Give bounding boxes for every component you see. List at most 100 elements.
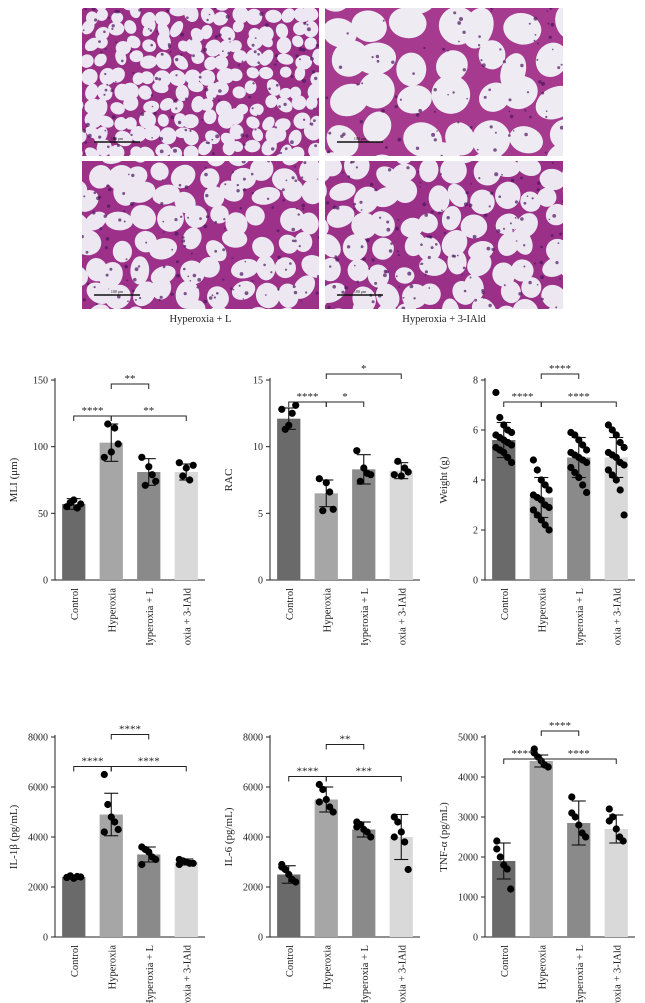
alveolus xyxy=(114,117,128,131)
alveolus xyxy=(140,55,158,69)
nucleus xyxy=(327,305,331,309)
alveolus xyxy=(182,114,199,129)
data-point xyxy=(508,441,516,449)
significance-label: **** xyxy=(568,391,590,403)
nucleus xyxy=(325,96,329,100)
nucleus xyxy=(147,28,150,30)
nucleus xyxy=(187,216,189,219)
x-tick-label: Hyperoxia + 3-IAld xyxy=(397,944,408,1003)
nucleus xyxy=(116,10,120,14)
nucleus xyxy=(555,306,558,309)
nucleus xyxy=(435,243,438,246)
data-point xyxy=(529,456,537,464)
nucleus xyxy=(529,115,532,119)
nucleus xyxy=(370,182,374,187)
y-tick-label: 1000 xyxy=(458,893,478,904)
data-point xyxy=(353,447,361,455)
nucleus xyxy=(183,244,187,248)
nucleus xyxy=(382,19,385,22)
alveolus xyxy=(358,72,395,109)
nucleus xyxy=(334,255,338,258)
alveolus xyxy=(112,240,133,263)
alveolus xyxy=(184,69,201,85)
significance-label: **** xyxy=(297,391,319,403)
data-point xyxy=(353,823,361,831)
nucleus xyxy=(396,250,399,253)
nucleus xyxy=(108,187,112,192)
alveolus xyxy=(464,274,484,301)
nucleus xyxy=(128,173,130,176)
nucleus xyxy=(359,200,363,204)
nucleus xyxy=(134,267,139,272)
nucleus xyxy=(502,60,506,64)
nucleus xyxy=(490,10,493,13)
nucleus xyxy=(294,179,298,182)
nucleus xyxy=(244,260,247,263)
nucleus xyxy=(104,246,108,250)
nucleus xyxy=(524,132,528,137)
nucleus xyxy=(461,274,463,276)
alveolus xyxy=(255,282,280,309)
nucleus xyxy=(550,22,555,27)
chart-tnfa: 0 1000 2000 3000 4000 5000 TNF-α (pg/mL) Contro… xyxy=(438,720,635,1003)
y-tick-label: 0 xyxy=(43,933,48,944)
nucleus xyxy=(270,271,273,274)
alveolus xyxy=(251,187,281,205)
data-point xyxy=(545,526,553,534)
chart-weight: 0 2 4 6 8 Weight (g) Control Hyperoxia Hyperoxia… xyxy=(438,363,635,645)
alveolus xyxy=(460,214,488,239)
nucleus xyxy=(211,294,214,297)
alveolus xyxy=(247,34,263,50)
alveolus xyxy=(219,26,236,42)
nucleus xyxy=(93,286,96,289)
nucleus xyxy=(184,97,188,101)
x-tick-label: Hyperoxia xyxy=(537,945,548,990)
significance-bracket xyxy=(325,373,402,379)
alveolus xyxy=(266,79,281,96)
nucleus xyxy=(89,51,92,53)
data-point xyxy=(616,438,624,447)
alveolus xyxy=(428,185,450,213)
nucleus xyxy=(332,285,336,289)
nucleus xyxy=(381,109,385,113)
alveolus xyxy=(98,115,114,128)
scale-bar-label: 100 μm xyxy=(111,136,124,141)
alveolus xyxy=(261,139,277,156)
alveolus xyxy=(245,8,263,26)
nucleus xyxy=(126,279,129,282)
data-point xyxy=(107,448,115,456)
nucleus xyxy=(175,57,179,62)
data-point xyxy=(356,477,364,485)
y-axis-label: TNF-α (pg/mL) xyxy=(438,802,450,872)
nucleus xyxy=(265,23,269,27)
nucleus xyxy=(149,29,153,32)
nucleus xyxy=(159,136,164,141)
nucleus xyxy=(496,229,501,233)
alveolus xyxy=(265,9,282,23)
nucleus xyxy=(440,154,443,156)
alveolus xyxy=(129,50,144,63)
nucleus xyxy=(520,217,524,221)
data-point xyxy=(329,505,337,513)
nucleus xyxy=(459,17,463,21)
nucleus xyxy=(283,102,287,107)
nucleus xyxy=(332,205,337,210)
alveolus xyxy=(441,205,462,231)
alveolus xyxy=(539,168,563,191)
nucleus xyxy=(350,161,353,164)
nucleus xyxy=(451,254,455,258)
alveolus xyxy=(184,205,208,228)
nucleus xyxy=(440,173,442,176)
x-tick-label: Control xyxy=(70,945,81,977)
alveolus xyxy=(182,227,202,250)
nucleus xyxy=(257,53,260,56)
nucleus xyxy=(540,275,544,280)
nucleus xyxy=(96,196,100,201)
nucleus xyxy=(154,76,159,81)
nucleus xyxy=(488,205,491,208)
nucleus xyxy=(251,43,255,47)
nucleus xyxy=(557,66,561,70)
nucleus xyxy=(559,277,561,280)
nucleus xyxy=(123,209,126,213)
nucleus xyxy=(541,297,544,301)
